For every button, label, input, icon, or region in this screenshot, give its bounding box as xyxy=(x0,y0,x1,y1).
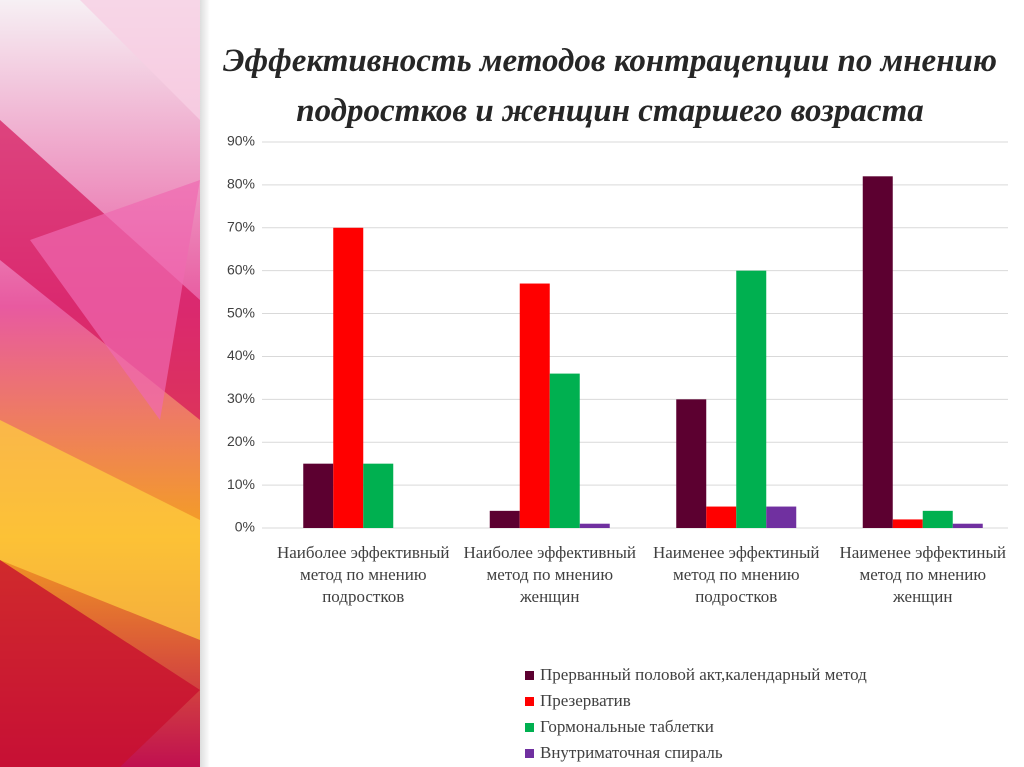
bar xyxy=(333,227,364,528)
legend-item: Прерванный половой акт,календарный метод xyxy=(525,665,867,685)
decor xyxy=(30,180,200,420)
x-tick-label: Наиболее эффективный метод по мнению под… xyxy=(276,543,450,606)
decor xyxy=(80,0,200,120)
legend-item: Презерватив xyxy=(525,691,631,711)
y-tick-label: 80% xyxy=(227,176,255,192)
y-tick-label: 10% xyxy=(227,476,255,492)
y-tick-label: 40% xyxy=(227,347,255,363)
y-tick-label: 90% xyxy=(227,133,255,149)
legend-swatch xyxy=(525,671,534,680)
y-tick-label: 70% xyxy=(227,218,255,234)
bar xyxy=(579,523,610,528)
legend-item: Гормональные таблетки xyxy=(525,717,714,737)
legend-item: Внутриматочная спираль xyxy=(525,743,723,763)
legend-label: Внутриматочная спираль xyxy=(540,743,723,762)
y-tick-label: 60% xyxy=(227,261,255,277)
decor xyxy=(0,560,200,767)
y-tick-label: 50% xyxy=(227,304,255,320)
legend-swatch xyxy=(525,723,534,732)
x-tick-label: Наименее эффектиный метод по мнению подр… xyxy=(652,543,820,606)
bar xyxy=(549,373,580,528)
x-tick-label: Наиболее эффективный метод по мнению жен… xyxy=(463,543,637,606)
bar xyxy=(303,463,334,528)
bar xyxy=(952,523,983,528)
bar xyxy=(766,506,797,528)
bar xyxy=(736,270,767,528)
bar xyxy=(892,519,923,528)
y-tick-label: 20% xyxy=(227,433,255,449)
legend-label: Презерватив xyxy=(540,691,631,710)
x-tick-label: Наименее эффектиный метод по мнению женщ… xyxy=(839,543,1006,606)
bar xyxy=(862,176,893,529)
decor xyxy=(200,0,210,767)
y-tick-label: 0% xyxy=(235,519,255,535)
bar xyxy=(363,463,394,528)
bar xyxy=(922,510,953,528)
legend-label: Гормональные таблетки xyxy=(540,717,714,736)
bar xyxy=(519,283,550,528)
legend-swatch xyxy=(525,697,534,706)
legend-swatch xyxy=(525,749,534,758)
bar xyxy=(706,506,737,528)
chart-title: Эффективность методов контрацепции по мн… xyxy=(223,43,997,129)
y-tick-label: 30% xyxy=(227,390,255,406)
bar xyxy=(676,399,707,528)
bar xyxy=(489,510,520,528)
legend-label: Прерванный половой акт,календарный метод xyxy=(540,665,867,684)
decor xyxy=(0,420,200,640)
